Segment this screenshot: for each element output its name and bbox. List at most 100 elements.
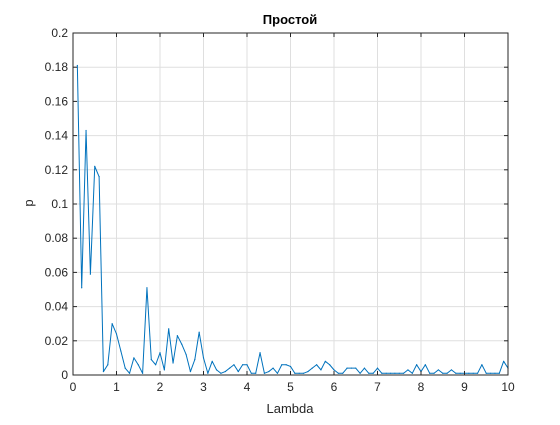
x-tick-label: 6 [331,380,338,394]
data-point [76,64,78,67]
data-point [150,359,152,361]
data-point [89,273,91,275]
x-tick-label: 8 [418,380,425,394]
data-point [368,372,370,374]
data-point [255,372,257,374]
data-point [494,372,496,374]
y-tick-label: 0.06 [45,265,69,279]
data-point [429,372,431,374]
data-point [350,367,352,369]
data-point [376,367,379,369]
data-point [85,129,87,132]
data-point [107,364,109,366]
data-point [281,364,283,366]
data-point [468,372,470,374]
data-point [320,369,322,371]
data-point [481,364,483,366]
data-point [111,323,113,325]
data-point [98,176,100,178]
tick-label-layer: 0 1 2 3 4 5 6 7 8 9 10 0 0.02 0.04 0.06 0.08 0.1 0.12 0.14… [45,26,515,394]
data-point [442,372,444,374]
data-point [476,372,479,374]
data-point [311,367,313,369]
data-point [128,372,131,374]
y-tick-label: 0.04 [45,300,69,314]
x-tick-label: 9 [461,380,468,394]
data-point [433,372,435,374]
x-tick-label: 1 [113,380,120,394]
chart-title: Простой [263,12,317,27]
y-tick-label: 0 [61,368,68,382]
data-point [250,372,252,374]
y-tick-label: 0.08 [45,231,69,245]
data-point [242,364,244,366]
data-point [172,362,174,364]
data-point [159,352,161,354]
x-tick-label: 10 [501,380,515,394]
data-point [163,369,165,371]
y-tick-label: 0.02 [45,334,69,348]
y-tick-label: 0.16 [45,94,69,108]
data-point [289,365,292,368]
data-point [503,360,505,362]
data-point [285,364,287,366]
data-point [189,370,192,373]
series-layer [76,64,509,374]
data-point [307,370,309,373]
data-point [359,372,361,374]
data-point [372,372,374,374]
data-point [272,367,274,369]
data-point [211,360,213,362]
data-point [81,287,83,289]
data-point [137,364,139,366]
data-point [363,367,366,369]
data-point [268,370,270,373]
data-point [146,287,148,289]
data-point [142,372,144,374]
series-line [76,65,509,374]
data-point [155,364,157,366]
data-point [316,364,318,366]
data-point [120,350,122,352]
x-tick-label: 7 [374,380,381,394]
data-point [346,367,348,369]
data-point [342,372,344,374]
x-tick-label: 3 [200,380,207,394]
x-tick-label: 0 [70,380,77,394]
data-point [181,343,183,345]
data-point [220,372,222,374]
data-point [185,353,187,356]
grid-layer [72,32,509,376]
data-point [124,367,126,369]
data-point [176,335,178,337]
axes-layer [72,32,509,376]
data-point [437,369,439,371]
x-tick-label: 4 [244,380,251,394]
data-point [490,372,492,374]
data-point [498,372,500,374]
data-point [485,372,487,374]
y-tick-label: 0.2 [51,26,68,40]
data-point [298,372,300,374]
data-point [202,357,205,359]
data-point [302,372,305,374]
data-point [198,331,200,333]
data-point [215,369,218,371]
data-point [450,369,453,371]
y-tick-label: 0.1 [51,197,68,211]
data-point [455,372,457,374]
x-axis-title: Lambda [267,401,315,416]
data-point [237,370,239,373]
y-tick-label: 0.18 [45,60,69,74]
data-point [102,370,105,373]
data-point [233,364,235,366]
data-point [246,364,248,366]
data-point [94,165,96,167]
x-tick-label: 5 [287,380,294,394]
data-point [394,372,396,374]
data-point [416,364,418,366]
data-point [411,372,413,374]
data-point [337,372,339,374]
